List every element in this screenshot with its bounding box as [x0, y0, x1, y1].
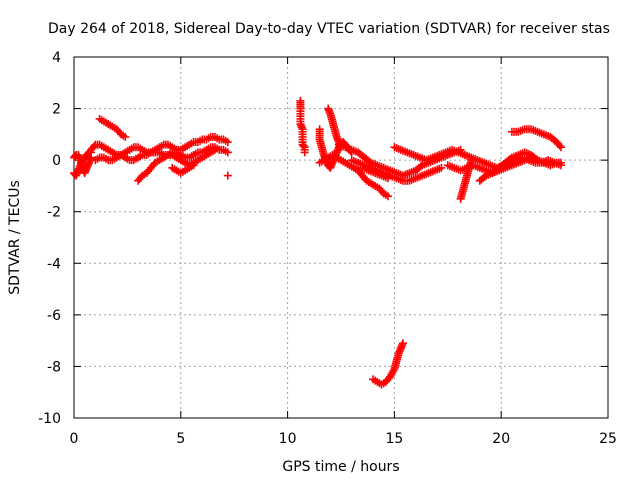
data-point-marker [546, 158, 555, 167]
series-track-s [456, 156, 476, 203]
data-point-marker [383, 174, 392, 183]
data-points [70, 96, 566, 389]
y-tick-label: -8 [47, 359, 61, 375]
data-point-marker [300, 148, 309, 157]
data-point-marker [557, 143, 566, 152]
y-tick-label: -4 [47, 256, 61, 272]
y-tick-label: 0 [52, 153, 61, 169]
plot-frame [73, 56, 609, 419]
data-point-marker [398, 339, 407, 348]
series-track-h [223, 171, 232, 180]
y-tick-label: -10 [38, 411, 61, 427]
series-track-p [369, 339, 407, 389]
y-tick-label: 4 [52, 50, 61, 66]
series-track-e [95, 114, 130, 141]
data-point-marker [121, 132, 130, 141]
data-point-marker [557, 158, 566, 167]
series-track-b [70, 150, 96, 178]
data-point-marker [467, 156, 476, 165]
x-tick-label: 5 [176, 431, 185, 447]
data-point-marker [210, 145, 219, 154]
chart-title: Day 264 of 2018, Sidereal Day-to-day VTE… [48, 21, 610, 37]
series-track-g [168, 161, 198, 178]
data-point-marker [223, 138, 232, 147]
y-tick-label: -6 [47, 308, 61, 324]
data-point-marker [223, 148, 232, 157]
y-tick-label: -2 [47, 205, 61, 221]
data-point-marker [223, 171, 232, 180]
data-point-marker [87, 153, 96, 162]
data-point-marker [437, 163, 446, 172]
series-track-u [507, 125, 566, 152]
x-tick-label: 20 [492, 431, 510, 447]
x-tick-label: 10 [279, 431, 297, 447]
x-tick-label: 25 [599, 431, 617, 447]
y-tick-label: 2 [52, 102, 61, 118]
data-point-marker [299, 141, 308, 150]
series-track-t [475, 148, 555, 185]
data-point-marker [189, 161, 198, 170]
x-tick-label: 15 [385, 431, 403, 447]
series-track-k [315, 150, 392, 201]
axis-ticks: 0 5 10 15 20 25 -10 -8 -6 -4 -2 0 2 4 [38, 50, 617, 447]
data-point-marker [555, 141, 564, 150]
series-track-i [296, 96, 309, 157]
x-axis-label: GPS time / hours [282, 459, 399, 475]
data-point-marker [89, 142, 98, 151]
y-axis-label: SDTVAR / TECUs [7, 180, 23, 295]
x-tick-label: 0 [70, 431, 79, 447]
data-point-marker [383, 192, 392, 201]
series-track-o [358, 163, 392, 183]
grid-lines [74, 57, 608, 418]
